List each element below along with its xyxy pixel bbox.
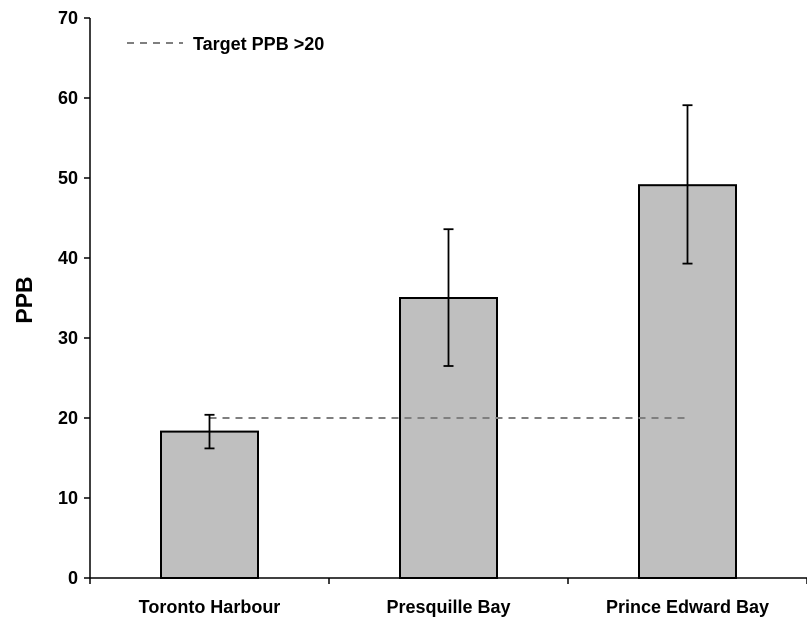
y-tick-label: 20 — [58, 408, 78, 428]
x-tick-label: Presquille Bay — [386, 597, 510, 617]
y-tick-label: 60 — [58, 88, 78, 108]
y-tick-label: 10 — [58, 488, 78, 508]
y-axis-label: PPB — [11, 276, 37, 323]
legend-label: Target PPB >20 — [193, 34, 324, 54]
error-bars-group — [204, 104, 693, 450]
y-tick-label: 0 — [68, 568, 78, 588]
y-tick-label: 70 — [58, 8, 78, 28]
y-tick-label: 50 — [58, 168, 78, 188]
axes: 0 10 20 30 40 50 60 70 Toronto Harbour Presquille… — [58, 8, 807, 617]
y-tick-label: 30 — [58, 328, 78, 348]
bar — [160, 430, 259, 579]
x-tick-label: Toronto Harbour — [139, 597, 281, 617]
y-tick-label: 40 — [58, 248, 78, 268]
x-tick-label: Prince Edward Bay — [606, 597, 769, 617]
bars-group — [160, 184, 737, 579]
legend: Target PPB >20 — [127, 34, 324, 54]
